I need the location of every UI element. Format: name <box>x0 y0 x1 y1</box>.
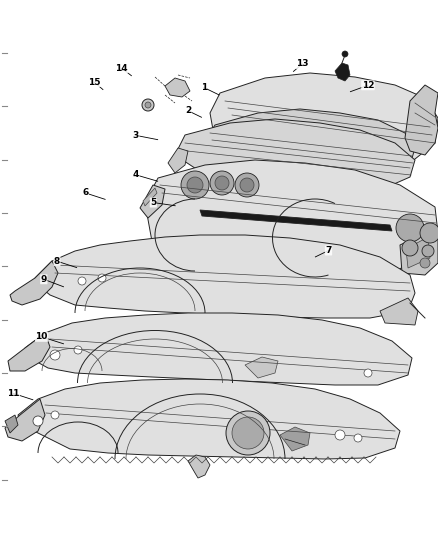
Polygon shape <box>168 148 188 173</box>
Polygon shape <box>18 379 400 459</box>
Text: 1: 1 <box>201 83 207 92</box>
Polygon shape <box>10 261 58 305</box>
Text: 7: 7 <box>325 246 332 255</box>
Polygon shape <box>8 333 50 371</box>
Circle shape <box>364 369 372 377</box>
Circle shape <box>78 277 86 285</box>
Polygon shape <box>205 109 415 175</box>
Polygon shape <box>400 233 438 275</box>
Polygon shape <box>25 313 412 385</box>
Polygon shape <box>140 185 165 218</box>
Circle shape <box>396 214 424 242</box>
Circle shape <box>33 416 43 426</box>
Polygon shape <box>35 235 415 318</box>
Text: 10: 10 <box>35 333 48 341</box>
Text: 15: 15 <box>88 78 100 86</box>
Polygon shape <box>165 78 190 97</box>
Polygon shape <box>145 160 438 271</box>
Circle shape <box>402 240 418 256</box>
Circle shape <box>98 274 106 282</box>
Polygon shape <box>335 63 350 81</box>
Text: 14: 14 <box>116 64 128 72</box>
Circle shape <box>232 417 264 449</box>
Polygon shape <box>245 357 278 378</box>
Text: 12: 12 <box>362 81 374 90</box>
Circle shape <box>50 350 60 360</box>
Polygon shape <box>405 85 438 155</box>
Polygon shape <box>406 237 430 268</box>
Text: 3: 3 <box>133 131 139 140</box>
Text: 6: 6 <box>82 189 88 197</box>
Circle shape <box>51 411 59 419</box>
Circle shape <box>420 223 438 243</box>
Text: 2: 2 <box>185 107 191 115</box>
Circle shape <box>145 102 151 108</box>
Circle shape <box>240 178 254 192</box>
Circle shape <box>226 411 270 455</box>
Text: 13: 13 <box>296 60 308 68</box>
Circle shape <box>215 176 229 190</box>
Circle shape <box>335 430 345 440</box>
Circle shape <box>142 99 154 111</box>
Circle shape <box>181 171 209 199</box>
Polygon shape <box>143 188 157 206</box>
Text: 5: 5 <box>150 198 156 207</box>
Circle shape <box>74 346 82 354</box>
Circle shape <box>420 258 430 268</box>
Text: 9: 9 <box>41 275 47 284</box>
Polygon shape <box>280 427 310 451</box>
Polygon shape <box>5 399 45 441</box>
Polygon shape <box>188 455 210 478</box>
Polygon shape <box>175 119 415 188</box>
Circle shape <box>187 177 203 193</box>
Polygon shape <box>380 298 418 325</box>
Text: 4: 4 <box>133 171 139 179</box>
Circle shape <box>210 171 234 195</box>
Polygon shape <box>5 415 18 433</box>
Circle shape <box>235 173 259 197</box>
Circle shape <box>354 434 362 442</box>
Circle shape <box>422 245 434 257</box>
Text: 8: 8 <box>54 257 60 265</box>
Polygon shape <box>210 73 438 171</box>
Polygon shape <box>200 210 392 231</box>
Circle shape <box>342 51 348 57</box>
Text: 11: 11 <box>7 389 19 398</box>
